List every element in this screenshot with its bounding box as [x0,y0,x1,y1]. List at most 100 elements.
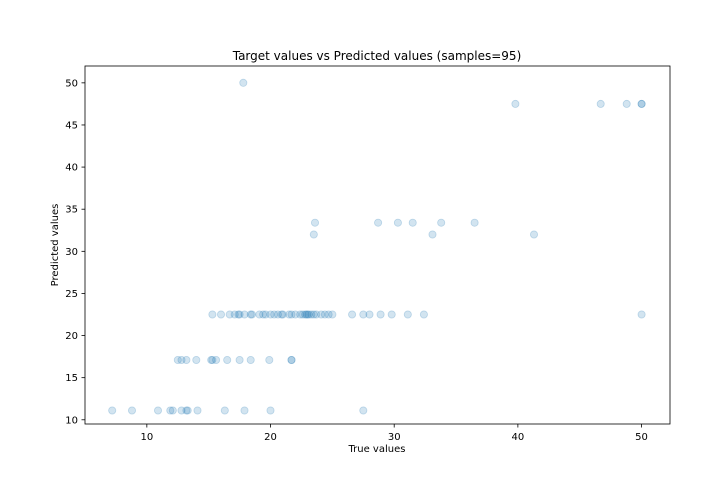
data-point [225,310,234,319]
data-point [530,230,539,239]
data-point [365,310,374,319]
x-tick-label: 50 [635,432,648,443]
data-point [183,406,192,415]
data-point [240,406,249,415]
data-point [309,230,318,239]
y-tick-label: 50 [65,78,78,89]
x-axis-title: True values [348,444,406,455]
x-tick-label: 30 [388,432,401,443]
y-tick-label: 35 [65,205,78,216]
data-point [127,406,136,415]
data-point [304,310,313,319]
data-point [277,310,286,319]
data-point [216,310,225,319]
data-point [298,310,307,319]
data-point [287,310,296,319]
data-point [261,310,270,319]
data-point [307,310,316,319]
points-layer [108,78,646,415]
data-point [511,99,520,108]
data-point [239,78,248,87]
data-point [419,310,428,319]
data-point [270,310,279,319]
y-tick-label: 40 [65,163,78,174]
data-point [328,310,337,319]
y-tick-label: 30 [65,247,78,258]
y-tick-label: 15 [65,373,78,384]
data-point [278,310,287,319]
data-point [247,310,256,319]
data-point [301,310,310,319]
data-point [177,406,186,415]
data-point [637,99,646,108]
data-point [348,310,357,319]
data-point [173,355,182,364]
data-point [230,310,239,319]
data-point [637,310,646,319]
y-tick-label: 25 [65,289,78,300]
data-point [212,355,221,364]
data-point [246,310,255,319]
data-point [470,218,479,227]
data-point [235,310,244,319]
y-tick-label: 45 [65,120,78,131]
data-point [182,355,191,364]
x-axis: 10 20 30 40 50 [140,424,648,443]
data-point [317,310,326,319]
y-axis: 10 15 20 25 30 35 40 45 50 [65,78,85,426]
data-point [182,406,191,415]
data-point [637,99,646,108]
data-point [168,406,177,415]
data-point [265,355,274,364]
data-point [208,310,217,319]
x-tick-label: 20 [264,432,277,443]
data-point [153,406,162,415]
data-point [266,310,275,319]
data-point [393,218,402,227]
data-point [403,310,412,319]
data-point [310,218,319,227]
data-point [220,406,229,415]
data-point [259,310,268,319]
data-point [287,355,296,364]
y-tick-label: 20 [65,331,78,342]
data-point [320,310,329,319]
data-point [359,406,368,415]
data-point [376,310,385,319]
data-point [266,406,275,415]
data-point [387,310,396,319]
data-point [255,310,264,319]
x-tick-label: 10 [140,432,153,443]
data-point [234,310,243,319]
data-point [223,355,232,364]
data-point [287,355,296,364]
data-point [235,355,244,364]
data-point [303,310,312,319]
data-point [309,310,318,319]
data-point [208,355,217,364]
data-point [374,218,383,227]
data-point [177,355,186,364]
data-point [296,310,305,319]
y-tick-label: 10 [65,415,78,426]
data-point [240,310,249,319]
x-tick-label: 40 [512,432,525,443]
data-point [437,218,446,227]
data-point [324,310,333,319]
plot-frame [84,65,671,425]
data-point [302,310,311,319]
data-point [312,310,321,319]
data-point [246,355,255,364]
data-point [359,310,368,319]
data-point [207,355,216,364]
data-point [166,406,175,415]
y-axis-title: Predicted values [50,204,61,287]
data-point [285,310,294,319]
data-point [291,310,300,319]
data-point [192,355,201,364]
data-point [273,310,282,319]
chart-title: Target values vs Predicted values (sampl… [232,49,522,63]
data-point [108,406,117,415]
data-point [193,406,202,415]
